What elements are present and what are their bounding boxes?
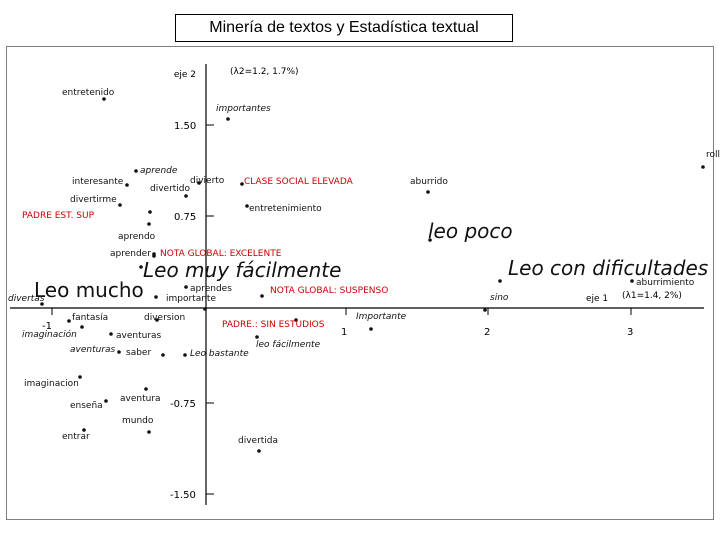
point-marker-ensena xyxy=(104,399,108,403)
point-marker-sino xyxy=(483,308,487,312)
point-marker-imaginacion xyxy=(78,375,82,379)
point-marker-aburrido xyxy=(426,190,430,194)
point-label-entrar: entrar xyxy=(62,432,90,442)
y-tick-label: -0.75 xyxy=(170,399,196,410)
point-label-mundo: mundo xyxy=(122,416,154,426)
point-marker-aprende xyxy=(134,169,138,173)
y-tick-label: 1.50 xyxy=(174,121,196,132)
point-label-aprendes: aprendes xyxy=(190,284,232,294)
point-label-padre-est-sup: PADRE EST. SUP xyxy=(22,211,95,221)
point-marker-aprendes xyxy=(184,285,188,289)
point-label-clase-social-elevada: CLASE SOCIAL ELEVADA xyxy=(244,177,354,187)
point-marker-importante xyxy=(203,307,207,311)
point-marker-roll xyxy=(701,165,705,169)
point-marker-aventura xyxy=(144,387,148,391)
point-marker-entretenido xyxy=(102,97,106,101)
x-tick-label: 2 xyxy=(484,327,490,338)
point-label-sino: sino xyxy=(490,293,509,303)
point-marker-nota-global-excelente xyxy=(152,254,156,258)
x-axis-inertia: (λ1=1.4, 2%) xyxy=(622,291,682,301)
point-marker-nota-global-suspenso xyxy=(260,294,264,298)
point-marker-divertirme xyxy=(118,203,122,207)
point-label-divertido: divertido xyxy=(150,184,191,194)
point-marker-padre-est-sup xyxy=(148,210,152,214)
point-label-roll: roll xyxy=(706,150,720,160)
y-axis-label: eje 2 xyxy=(174,70,196,80)
points-layer: entretenido importantes roll interesante apr… xyxy=(8,88,720,453)
point-label-padre-sin-estudios: PADRE.: SIN ESTUDIOS xyxy=(222,320,325,330)
point-label-aburrimiento: aburrimiento xyxy=(636,278,695,288)
point-marker-leo-poco xyxy=(428,238,432,242)
point-marker-leo-mucho xyxy=(154,295,158,299)
y-tick-label: -1.50 xyxy=(170,490,196,501)
point-marker-divierto xyxy=(197,181,201,185)
point-label-aprender: aprender xyxy=(110,249,151,259)
point-label-aprende: aprende xyxy=(140,166,178,176)
y-tick-label: 0.75 xyxy=(174,212,196,223)
page-title: Minería de textos y Estadística textual xyxy=(175,14,513,42)
point-marker-leo-con-dificultades xyxy=(498,279,502,283)
point-marker-interesante xyxy=(125,183,129,187)
point-marker-saber xyxy=(161,353,165,357)
point-label-divertas: divertas xyxy=(8,294,45,304)
point-marker-clase-social-elevada xyxy=(240,182,244,186)
x-tick-label: 3 xyxy=(627,327,633,338)
point-label-importante: Importante xyxy=(356,312,407,322)
y-axis-inertia: (λ2=1.2, 1.7%) xyxy=(230,67,299,77)
point-marker-importantes xyxy=(226,117,230,121)
x-axis-label: eje 1 xyxy=(586,294,608,304)
point-marker-divertas xyxy=(40,302,44,306)
point-label-leo-poco: leo poco xyxy=(428,219,513,243)
x-tick-label: -1 xyxy=(42,321,52,332)
point-label-aventuras: aventuras xyxy=(70,345,116,355)
point-marker-aventuras xyxy=(109,332,113,336)
point-marker-divertida xyxy=(257,449,261,453)
point-label-aprendo: aprendo xyxy=(118,232,156,242)
point-label-importante: importante xyxy=(166,294,216,304)
point-label-ensena: enseña xyxy=(70,401,103,411)
point-marker-aventuras xyxy=(117,350,121,354)
point-label-divertida: divertida xyxy=(238,436,278,446)
point-marker-divertido xyxy=(184,194,188,198)
point-label-divierto: divierto xyxy=(190,176,225,186)
point-marker-fantasia xyxy=(67,319,71,323)
point-label-leo-bastante: Leo bastante xyxy=(190,349,249,359)
point-label-entretenimiento: entretenimiento xyxy=(249,204,322,214)
point-marker-padre-sin-estudios xyxy=(294,318,298,322)
point-label-nota-global-excelente: NOTA GLOBAL: EXCELENTE xyxy=(160,249,282,259)
point-marker-leo-facilmente xyxy=(255,335,259,339)
point-label-fantasia: fantasía xyxy=(72,313,108,323)
point-label-diversion: diversion xyxy=(144,313,185,323)
point-label-leo-mucho: Leo mucho xyxy=(34,278,144,302)
point-label-saber: saber xyxy=(126,348,151,358)
point-marker-leo-muy-facilmente xyxy=(139,265,143,269)
point-label-aventura: aventura xyxy=(120,394,161,404)
point-marker-entretenimiento xyxy=(245,204,249,208)
x-tick-label: 1 xyxy=(341,327,347,338)
point-label-leo-muy-facilmente: Leo muy fácilmente xyxy=(143,258,341,282)
point-label-divertirme: divertirme xyxy=(70,195,117,205)
point-marker-aprendo xyxy=(147,222,151,226)
point-label-imaginacion: imaginación xyxy=(22,329,77,340)
point-label-entretenido: entretenido xyxy=(62,88,115,98)
point-marker-diversion xyxy=(155,318,159,322)
axes: 1.50 0.75 -0.75 -1.50 -1 1 2 3 eje 2 (λ2… xyxy=(10,64,704,505)
point-marker-importante xyxy=(369,327,373,331)
point-label-nota-global-suspenso: NOTA GLOBAL: SUSPENSO xyxy=(270,286,388,296)
point-label-leo-facilmente: leo fácilmente xyxy=(256,340,321,350)
point-label-leo-con-dificultades: Leo con dificultades xyxy=(508,256,708,280)
point-marker-imaginacion xyxy=(80,325,84,329)
point-label-imaginacion: imaginacion xyxy=(24,379,79,389)
point-label-interesante: interesante xyxy=(72,177,124,187)
point-marker-aburrimiento xyxy=(630,279,634,283)
point-label-importantes: importantes xyxy=(216,104,271,114)
point-label-aventuras: aventuras xyxy=(116,331,162,341)
point-marker-mundo xyxy=(147,430,151,434)
point-marker-entrar xyxy=(82,428,86,432)
plot-frame xyxy=(6,46,714,520)
point-label-aburrido: aburrido xyxy=(410,177,448,187)
point-marker-leo-bastante xyxy=(183,353,187,357)
